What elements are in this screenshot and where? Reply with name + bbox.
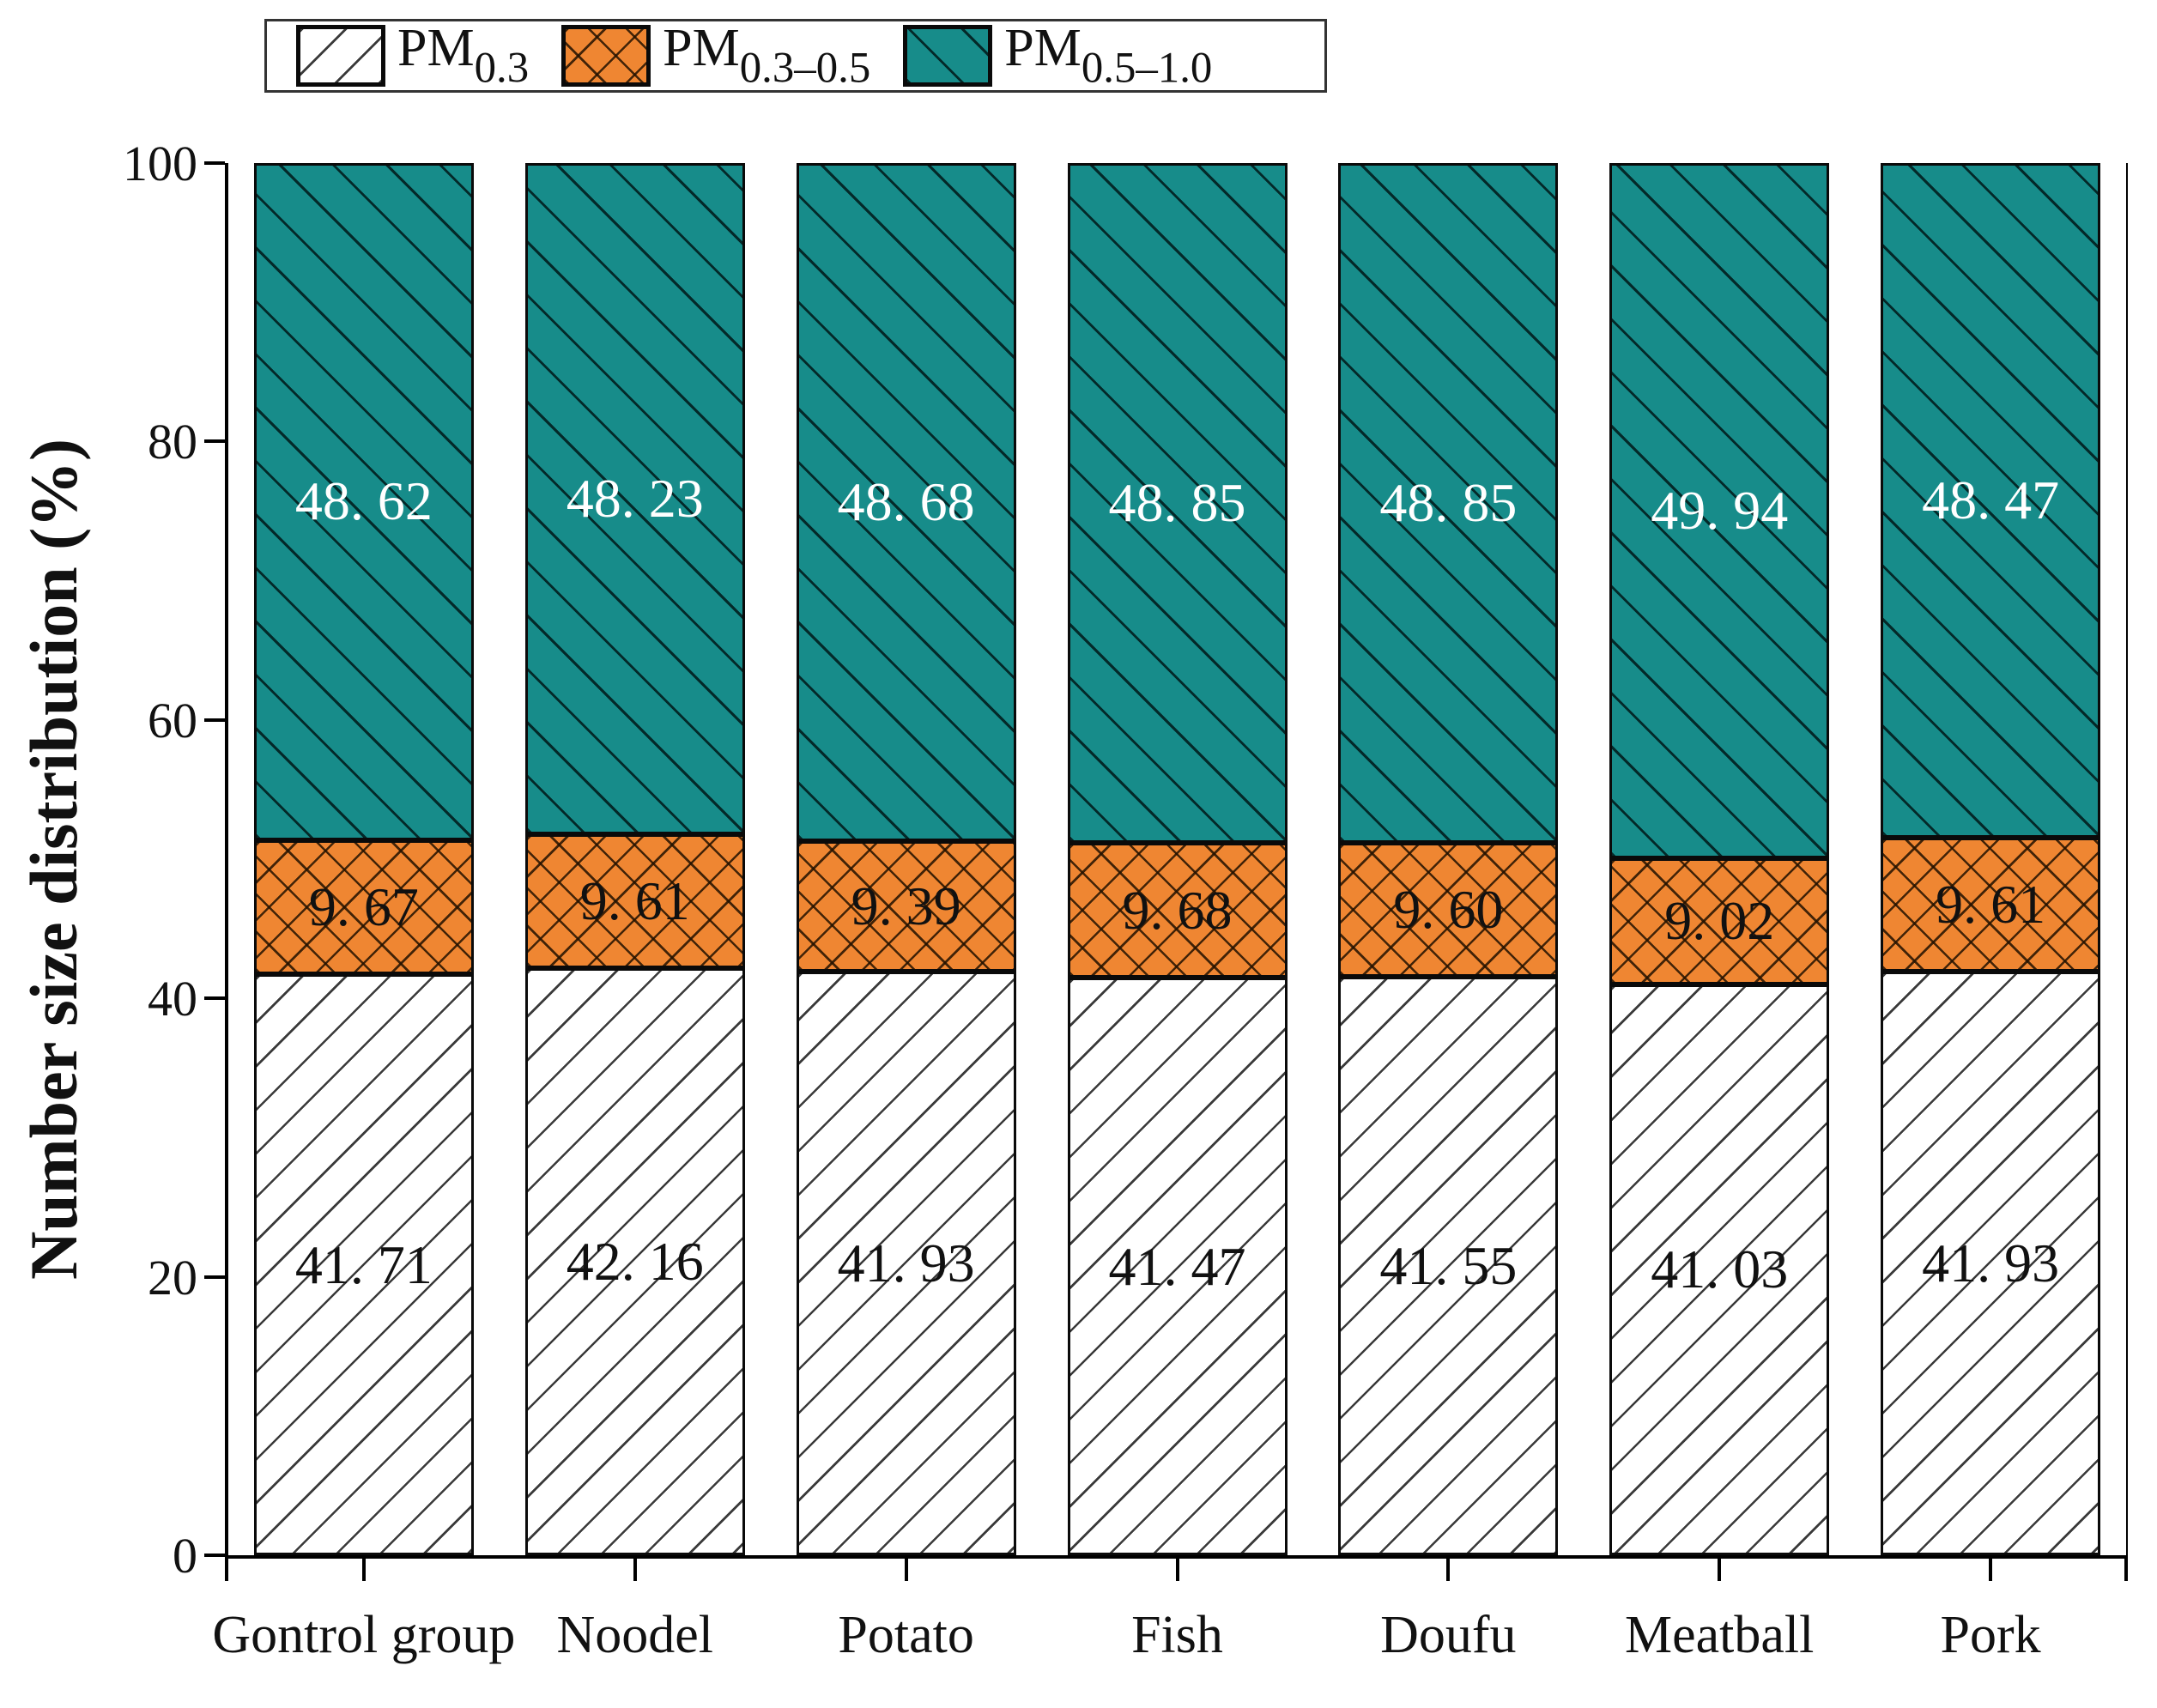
segment-pm0510: 48. 85: [1338, 163, 1559, 844]
bar-value-label: 9. 68: [1122, 879, 1233, 941]
x-tick: [361, 1559, 366, 1581]
segment-pm0510: 48. 47: [1881, 162, 2101, 839]
legend-item-pm0305: PM0.3–0.5: [561, 21, 870, 89]
segment-pm03: 41. 47: [1067, 978, 1288, 1555]
x-category-label: Fish: [1131, 1606, 1223, 1664]
bar-value-label: 41. 93: [1922, 1232, 2060, 1293]
bar-value-label: 49. 94: [1651, 480, 1789, 542]
y-tick-label: 60: [148, 692, 197, 748]
segment-pm03: 41. 03: [1609, 984, 1830, 1555]
legend-label-pm0510: PM0.5–1.0: [1004, 19, 1213, 92]
bar-meatball: 41. 03 9. 02 49. 94: [1609, 163, 1830, 1555]
segment-pm03: 41. 93: [1881, 971, 2101, 1555]
x-tick: [1989, 1559, 1993, 1581]
bar-value-label: 41. 55: [1379, 1235, 1518, 1297]
legend: PM0.3 PM0.3–0.5 PM0.5–1.0: [264, 19, 1327, 93]
y-tick-label: 100: [123, 136, 197, 191]
bar-value-label: 41. 47: [1108, 1235, 1246, 1297]
legend-label-pm03: PM0.3: [397, 19, 530, 92]
bar-doufu: 41. 55 9. 60 48. 85: [1338, 163, 1559, 1555]
x-category-label: Noodel: [556, 1606, 714, 1664]
bar-value-label: 9. 67: [308, 876, 419, 938]
x-tick: [633, 1559, 637, 1581]
bar-value-label: 48. 85: [1379, 472, 1518, 534]
bar-pork: 41. 93 9. 61 48. 47: [1881, 162, 2101, 1555]
segment-pm0305: 9. 68: [1067, 843, 1288, 978]
bar-value-label: 9. 60: [1393, 879, 1504, 941]
bar-value-label: 9. 02: [1664, 890, 1775, 952]
segment-pm03: 41. 55: [1338, 977, 1559, 1555]
legend-swatch-pm03-icon: [296, 25, 385, 87]
y-tick-label: 40: [148, 971, 197, 1027]
axis-corner-left: [225, 1555, 228, 1581]
bar-value-label: 48. 62: [294, 470, 433, 532]
plot-area: 0 20 40 60 80 100 Gontrol group Noodel Potato Fis…: [123, 139, 2128, 1662]
x-tick: [1718, 1559, 1722, 1581]
bar-value-label: 41. 93: [837, 1232, 975, 1293]
segment-pm0510: 48. 68: [796, 163, 1016, 841]
legend-swatch-pm0305-icon: [561, 25, 651, 87]
y-tick: [204, 718, 225, 722]
y-tick-label: 0: [173, 1528, 197, 1584]
x-category-label: Doufu: [1380, 1606, 1517, 1664]
y-tick: [204, 996, 225, 1001]
segment-pm0305: 9. 02: [1609, 858, 1830, 984]
legend-item-pm0510: PM0.5–1.0: [903, 21, 1212, 89]
y-tick-label: 20: [148, 1249, 197, 1305]
bar-value-label: 48. 47: [1922, 469, 2060, 530]
bar-value-label: 9. 61: [1936, 873, 2046, 935]
x-category-label: Gontrol group: [212, 1606, 516, 1664]
y-tick: [204, 161, 225, 165]
bar-value-label: 9. 61: [579, 870, 690, 932]
segment-pm0305: 9. 39: [796, 840, 1016, 972]
segment-pm0305: 9. 61: [1881, 838, 2101, 972]
bar-value-label: 42. 16: [566, 1231, 704, 1293]
bar-value-label: 48. 68: [837, 470, 975, 532]
x-category-label: Meatball: [1625, 1606, 1815, 1664]
bar-value-label: 48. 23: [566, 468, 704, 530]
segment-pm0305: 9. 61: [524, 834, 745, 969]
bar-noodel: 42. 16 9. 61 48. 23: [524, 163, 745, 1555]
bar-gontrol-group: 41. 71 9. 67 48. 62: [253, 163, 474, 1555]
segment-pm0510: 48. 62: [253, 163, 474, 840]
legend-label-pm0305: PM0.3–0.5: [663, 19, 871, 92]
y-tick: [204, 1554, 225, 1557]
y-axis-title: Number size distribution (%): [16, 438, 92, 1281]
bar-value-label: 9. 39: [851, 875, 961, 936]
y-tick: [204, 439, 225, 444]
bar-value-label: 41. 03: [1651, 1239, 1789, 1300]
y-tick: [204, 1275, 225, 1279]
segment-pm0510: 48. 23: [524, 163, 745, 835]
legend-swatch-pm0510-icon: [903, 25, 993, 87]
y-tick-label: 80: [148, 414, 197, 470]
segment-pm0510: 49. 94: [1609, 163, 1830, 859]
x-tick: [904, 1559, 908, 1581]
axis-corner-right: [2124, 1555, 2128, 1581]
segment-pm0305: 9. 67: [253, 839, 474, 975]
legend-item-pm03: PM0.3: [296, 21, 529, 89]
bar-fish: 41. 47 9. 68 48. 85: [1067, 163, 1288, 1555]
segment-pm0510: 48. 85: [1067, 163, 1288, 844]
segment-pm03: 41. 93: [796, 971, 1016, 1555]
segment-pm03: 41. 71: [253, 974, 474, 1555]
bar-value-label: 48. 85: [1108, 472, 1246, 534]
x-tick: [1446, 1559, 1451, 1581]
bar-value-label: 41. 71: [294, 1233, 433, 1295]
x-category-label: Pork: [1940, 1606, 2041, 1664]
x-tick: [1175, 1559, 1179, 1581]
segment-pm03: 42. 16: [524, 968, 745, 1555]
x-category-label: Potato: [838, 1606, 974, 1664]
segment-pm0305: 9. 60: [1338, 843, 1559, 978]
bar-potato: 41. 93 9. 39 48. 68: [796, 163, 1016, 1555]
